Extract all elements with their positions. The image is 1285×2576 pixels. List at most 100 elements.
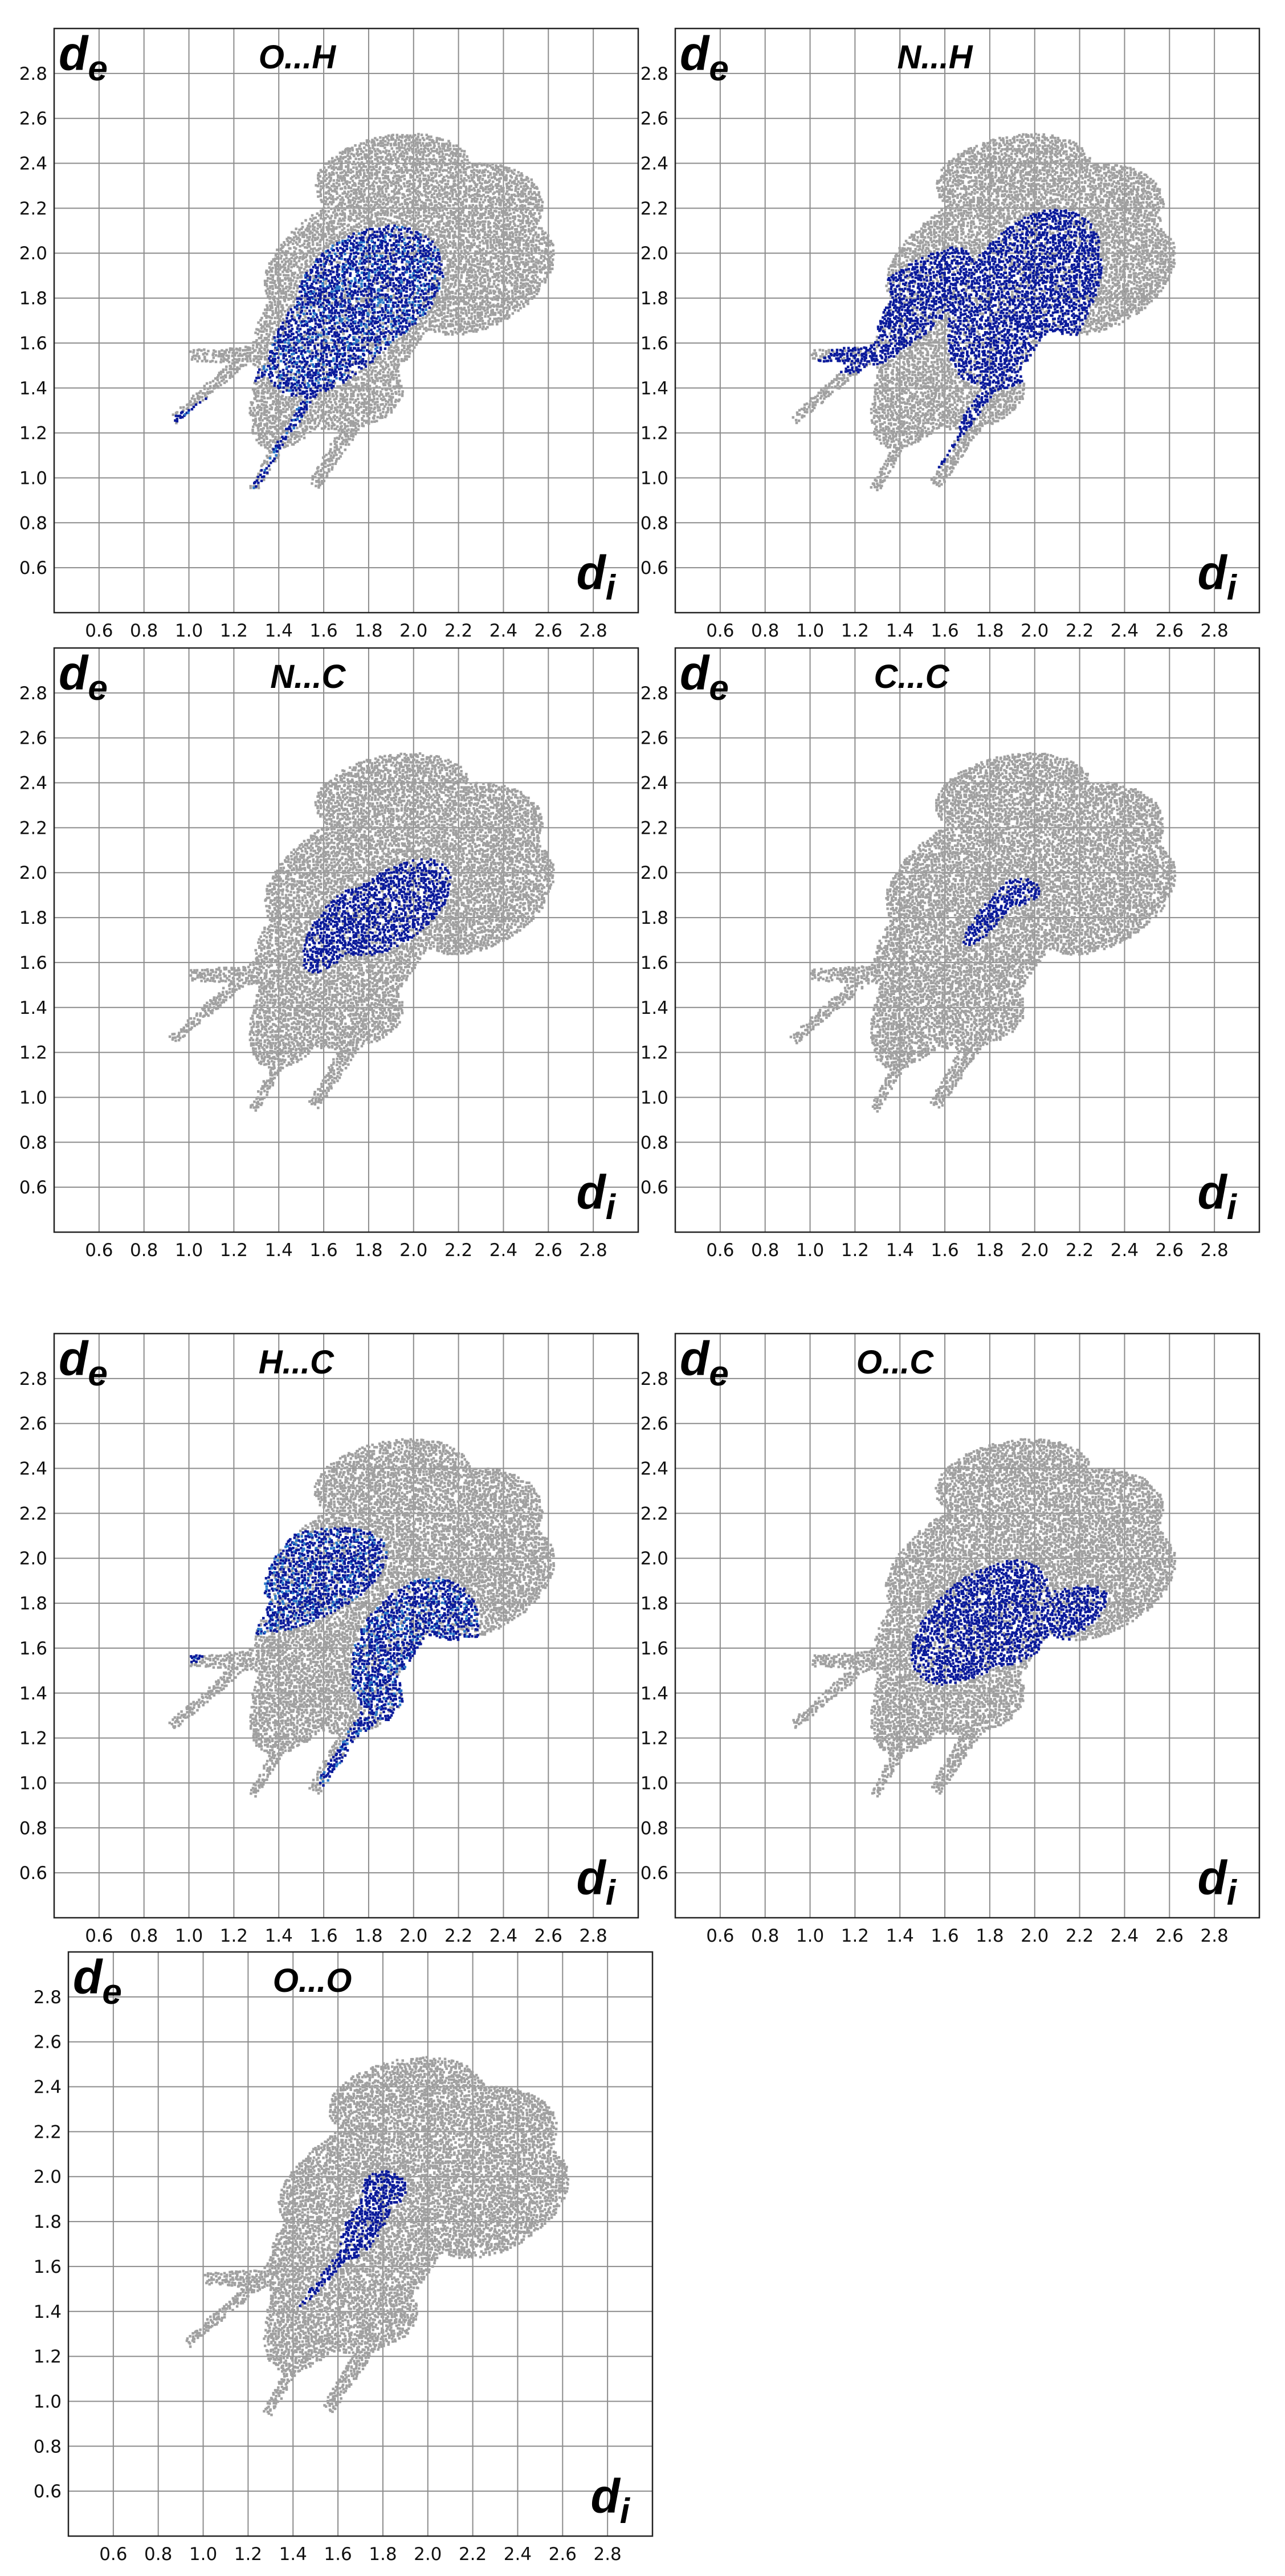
cloud-point (385, 190, 388, 193)
cloud-point (415, 211, 418, 214)
cloud-point (317, 479, 320, 482)
cloud-point (425, 329, 428, 332)
cloud-point (370, 403, 373, 406)
cloud-point (238, 358, 241, 361)
cloud-point (315, 406, 317, 409)
cloud-point (424, 202, 427, 205)
cloud-point (446, 228, 448, 231)
cloud-point (431, 226, 434, 229)
cloud-point (457, 187, 460, 190)
cloud-point (423, 214, 426, 217)
cloud-point (408, 333, 411, 336)
cloud-point (289, 241, 292, 243)
cloud-point (263, 444, 266, 447)
cloud-point (331, 366, 334, 369)
cloud-point (374, 370, 377, 373)
cloud-point (475, 250, 478, 253)
cloud-point (471, 264, 474, 267)
cloud-point (488, 179, 491, 182)
cloud-point (478, 194, 481, 197)
cloud-point (393, 170, 395, 173)
cloud-point (260, 337, 263, 340)
cloud-point (325, 401, 328, 404)
cloud-point (313, 247, 316, 250)
cloud-point (384, 144, 386, 146)
cloud-point (463, 199, 466, 202)
cloud-point (448, 237, 451, 239)
cloud-point (273, 433, 276, 435)
cloud-point (391, 162, 394, 165)
cloud-point (291, 403, 293, 406)
cloud-point (354, 229, 357, 231)
cloud-point (246, 349, 249, 352)
cloud-point (346, 328, 349, 331)
cloud-point (262, 331, 265, 333)
cloud-point (471, 209, 474, 212)
cloud-point (258, 434, 260, 437)
cloud-point (497, 197, 500, 199)
cloud-point (454, 231, 456, 234)
cloud-point (338, 262, 341, 264)
cloud-point (250, 360, 252, 362)
cloud-point (368, 211, 370, 214)
cloud-point (266, 377, 269, 380)
cloud-point (425, 210, 427, 213)
cloud-point (354, 427, 357, 430)
cloud-point (405, 138, 408, 141)
cloud-point (356, 422, 359, 425)
cloud-point (414, 292, 417, 295)
cloud-point (203, 356, 206, 358)
cloud-point (352, 214, 354, 217)
cloud-point (270, 415, 272, 418)
cloud-point (331, 407, 333, 410)
cloud-point (430, 233, 433, 236)
cloud-point (378, 406, 381, 409)
cloud-point (381, 296, 384, 299)
cloud-point (360, 376, 363, 379)
cloud-point (448, 142, 451, 145)
cloud-point (476, 328, 479, 331)
cloud-point (277, 291, 280, 293)
cloud-point (331, 301, 334, 304)
cloud-point (356, 217, 358, 220)
cloud-point (439, 277, 442, 280)
cloud-point (390, 401, 393, 403)
cloud-point (319, 226, 322, 229)
cloud-point (371, 192, 374, 195)
cloud-point (276, 409, 279, 411)
cloud-point (487, 217, 489, 219)
cloud-point (222, 360, 225, 363)
cloud-point (376, 390, 379, 393)
cloud-point (476, 183, 479, 186)
cloud-point (472, 293, 475, 296)
cloud-point (430, 202, 433, 205)
cloud-point (428, 185, 431, 188)
cloud-point (321, 411, 324, 414)
cloud-point (437, 241, 440, 244)
cloud-point (494, 177, 497, 180)
cloud-point (476, 284, 479, 287)
cloud-point (440, 239, 443, 242)
cloud-point (370, 221, 373, 223)
cloud-point (454, 183, 456, 186)
cloud-point (342, 199, 345, 202)
cloud-point (341, 412, 344, 415)
cloud-point (373, 142, 376, 145)
cloud-point (198, 348, 201, 351)
cloud-point (467, 259, 470, 262)
cloud-point (270, 330, 272, 333)
cloud-point (493, 234, 496, 237)
cloud-point (378, 180, 381, 183)
cloud-point (412, 228, 415, 231)
cloud-point (381, 156, 384, 158)
cloud-point (462, 209, 465, 211)
cloud-point (390, 361, 393, 364)
cloud-point (392, 354, 395, 357)
cloud-point (473, 325, 476, 328)
cloud-point (456, 249, 459, 252)
cloud-point (196, 352, 199, 355)
cloud-point (419, 318, 422, 321)
cloud-point (191, 397, 194, 400)
cloud-point (443, 188, 446, 191)
cloud-point (284, 263, 287, 266)
